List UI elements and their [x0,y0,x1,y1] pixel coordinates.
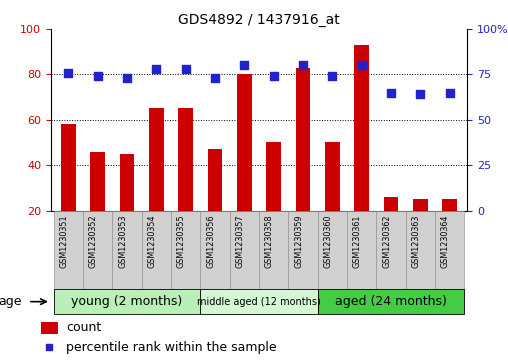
Text: GSM1230361: GSM1230361 [353,215,362,268]
Text: GSM1230362: GSM1230362 [382,215,391,268]
Text: GSM1230359: GSM1230359 [294,215,303,268]
Text: GSM1230360: GSM1230360 [324,215,332,268]
Bar [201,211,230,289]
Bar [54,211,83,289]
Point [123,75,131,81]
Bar [325,142,340,211]
Bar [149,109,164,211]
Point [270,73,278,79]
Bar [318,211,347,289]
Text: GSM1230363: GSM1230363 [411,215,421,268]
Bar [406,211,435,289]
Bar [120,154,135,211]
Point [358,62,366,68]
Text: percentile rank within the sample: percentile rank within the sample [66,341,277,354]
Text: GSM1230352: GSM1230352 [89,215,98,268]
Point [387,90,395,95]
Bar [61,124,76,211]
Bar [178,109,193,211]
Text: GSM1230356: GSM1230356 [206,215,215,268]
Text: GSM1230355: GSM1230355 [177,215,186,268]
Text: GSM1230364: GSM1230364 [441,215,450,268]
Bar [237,74,252,211]
Point [45,344,53,350]
Bar [435,211,464,289]
Bar [413,199,428,211]
Bar [90,152,105,211]
Bar [201,289,318,314]
Bar [442,199,457,211]
Text: aged (24 months): aged (24 months) [335,295,447,308]
Point [152,66,161,72]
Text: young (2 months): young (2 months) [72,295,183,308]
Bar [376,211,406,289]
Bar [142,211,171,289]
Text: count: count [66,321,102,334]
Bar [54,289,201,314]
Point [417,91,425,97]
Bar [266,142,281,211]
Bar [171,211,201,289]
Text: age: age [0,295,22,308]
Bar [355,45,369,211]
Text: GSM1230358: GSM1230358 [265,215,274,268]
Title: GDS4892 / 1437916_at: GDS4892 / 1437916_at [178,13,340,26]
Bar [259,211,289,289]
Bar [296,68,310,211]
Bar [41,322,58,334]
Point [328,73,336,79]
Bar [347,211,376,289]
Bar [384,197,398,211]
Bar [112,211,142,289]
Text: GSM1230357: GSM1230357 [235,215,244,268]
Point [299,62,307,68]
Bar [83,211,112,289]
Point [65,70,73,76]
Text: GSM1230353: GSM1230353 [118,215,127,268]
Point [211,75,219,81]
Text: middle aged (12 months): middle aged (12 months) [197,297,321,307]
Point [182,66,190,72]
Point [446,90,454,95]
Text: GSM1230351: GSM1230351 [59,215,69,268]
Bar [230,211,259,289]
Point [93,73,102,79]
Point [240,62,248,68]
Bar [318,289,464,314]
Bar [208,149,223,211]
Text: GSM1230354: GSM1230354 [147,215,156,268]
Bar [289,211,318,289]
